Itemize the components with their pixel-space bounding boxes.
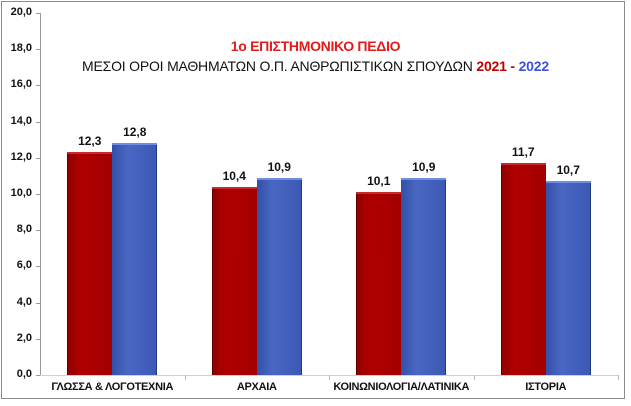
y-tick-label: 4,0	[16, 295, 32, 308]
bar-2022-1	[256, 177, 302, 375]
bar-2021-0	[67, 152, 113, 375]
bar-2022-3	[545, 181, 591, 375]
y-tick-mark	[36, 157, 40, 159]
y-tick-label: 6,0	[16, 259, 32, 272]
data-label: 12,3	[78, 134, 102, 149]
x-category-label: ΓΛΩΣΣΑ & ΛΟΓΟΤΕΧΝΙΑ	[51, 381, 174, 393]
bar-2021-3	[500, 163, 546, 375]
y-tick-label: 10,0	[10, 187, 32, 199]
y-tick-mark	[36, 230, 40, 232]
subtitle-text: ΜΕΣΟΙ ΟΡΟΙ ΜΑΘΗΜΑΤΩΝ Ο.Π. ΑΝΘΡΩΠΙΣΤΙΚΩΝ …	[82, 58, 473, 74]
data-label: 10,9	[412, 159, 436, 174]
data-label: 10,9	[267, 159, 291, 174]
y-tick-label: 16,0	[10, 78, 32, 91]
y-tick-label: 20,0	[10, 6, 32, 18]
y-tick-mark	[36, 194, 40, 195]
y-tick-mark	[36, 121, 40, 123]
y-tick-mark	[36, 375, 40, 376]
y-tick-label: 18,0	[10, 42, 32, 55]
x-category-label: ΚΟΙΝΩΝΙΟΛΟΓΙΑ/ΛΑΤΙΝΙΚΑ	[333, 381, 470, 393]
y-tick-mark	[36, 302, 40, 304]
x-category-label: ΑΡΧΑΙΑ	[236, 381, 277, 393]
subtitle-year-2022: 2022	[518, 58, 550, 74]
y-tick-mark	[36, 13, 40, 14]
subtitle-separator: -	[506, 58, 519, 74]
data-label: 12,8	[123, 125, 147, 140]
subtitle-year-2021: 2021	[476, 58, 507, 74]
y-tick-label: 14,0	[10, 114, 32, 127]
y-axis-line	[40, 13, 41, 376]
y-tick-mark	[36, 266, 40, 268]
y-tick-label: 2,0	[16, 331, 32, 344]
data-label: 10,1	[367, 174, 391, 189]
y-tick-mark	[36, 338, 40, 340]
y-tick-mark	[36, 49, 40, 51]
bar-2022-2	[401, 177, 447, 375]
chart-subtitle: ΜΕΣΟΙ ΟΡΟΙ ΜΑΘΗΜΑΤΩΝ Ο.Π. ΑΝΘΡΩΠΙΣΤΙΚΩΝ …	[0, 58, 631, 74]
y-tick-label: 8,0	[16, 223, 32, 236]
chart-title: 1ο ΕΠΙΣΤΗΜΟΝΙΚΟ ΠΕΔΙΟ	[230, 38, 401, 54]
bar-2021-1	[211, 186, 257, 375]
data-label: 11,7	[511, 145, 535, 160]
data-label: 10,4	[222, 168, 246, 183]
y-tick-label: 12,0	[10, 150, 32, 163]
x-tick-mark	[618, 375, 619, 380]
data-label: 10,7	[556, 163, 580, 178]
x-tick-mark	[184, 375, 186, 380]
bar-2021-2	[356, 192, 402, 375]
x-tick-mark	[473, 375, 475, 380]
y-tick-mark	[36, 85, 40, 87]
bar-2022-0	[112, 143, 158, 375]
x-category-label: ΙΣΤΟΡΙΑ	[525, 381, 567, 393]
x-tick-mark	[329, 375, 330, 380]
y-tick-label: 0,0	[16, 368, 32, 380]
